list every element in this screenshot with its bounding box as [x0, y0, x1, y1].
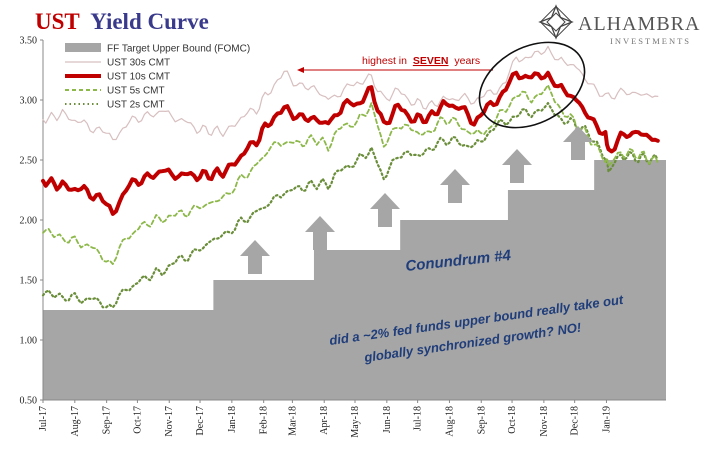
x-tick-label: Apr-18	[319, 406, 330, 435]
x-tick-label: Feb-18	[259, 406, 270, 434]
highest-text: highest in SEVEN years	[362, 55, 480, 67]
y-tick-label: 1.50	[20, 276, 38, 287]
alhambra-logo: ALHAMBRA INVESTMENTS	[538, 4, 700, 46]
x-tick-label: Sep-18	[476, 406, 487, 434]
x-tick-label: Sep-17	[102, 406, 113, 434]
title-ust: UST	[35, 9, 80, 34]
x-tick-label: Nov-17	[164, 406, 175, 437]
x-tick-label: Nov-18	[539, 406, 550, 437]
series-line-s2	[41, 101, 659, 309]
up-arrows	[240, 126, 593, 274]
legend-label-s5: UST 5s CMT	[107, 86, 165, 97]
series-line-s10	[41, 70, 660, 216]
brand-sub: INVESTMENTS	[610, 36, 691, 46]
legend-label-s30: UST 30s CMT	[107, 58, 170, 69]
x-tick-label: Jan-18	[227, 406, 238, 433]
title-yield-curve: Yield Curve	[90, 9, 209, 34]
ff-target-area	[43, 160, 666, 400]
plot-area: 0.50 1.00 1.50 2.00 2.50 3.00 3.50 Jul-17 Aug-17…	[20, 36, 666, 438]
up-arrow-icon	[240, 240, 270, 274]
y-tick-label: 2.00	[20, 216, 38, 227]
x-tick-label: Jun-18	[382, 406, 393, 433]
x-tick-label: Jul-17	[38, 406, 49, 431]
legend-label-s2: UST 2s CMT	[107, 100, 165, 111]
x-tick-label: Jan-19	[601, 406, 612, 433]
y-tick-label: 3.00	[20, 96, 38, 107]
x-tick-label: Mar-18	[287, 406, 298, 436]
highlight-ellipse	[478, 41, 586, 129]
x-tick-label: Aug-17	[70, 406, 81, 437]
y-tick-label: 2.50	[20, 156, 38, 167]
y-tick-label: 0.50	[20, 396, 38, 407]
x-tick-label: Dec-18	[570, 406, 581, 435]
y-tick-label: 1.00	[20, 336, 38, 347]
x-tick-label: Jul-18	[413, 406, 424, 431]
highest-annotation: highest in SEVEN years	[297, 55, 493, 73]
up-arrow-icon	[370, 193, 400, 227]
x-tick-label: Aug-18	[444, 406, 455, 437]
up-arrow-icon	[502, 149, 532, 183]
x-tick-label: Oct-17	[132, 406, 143, 434]
x-tick-label: May-18	[350, 406, 361, 438]
logo-star-icon	[538, 4, 574, 40]
up-arrow-icon	[440, 169, 470, 203]
brand-name: ALHAMBRA	[578, 13, 700, 35]
legend-swatch-ff	[65, 43, 101, 52]
legend-label-ff: FF Target Upper Bound (FOMC)	[107, 44, 250, 55]
red-arrow-icon	[297, 67, 304, 73]
up-arrow-icon	[305, 216, 335, 250]
legend-label-s10: UST 10s CMT	[107, 72, 170, 83]
up-arrow-icon	[563, 126, 593, 160]
y-tick-label: 3.50	[20, 36, 38, 47]
legend: FF Target Upper Bound (FOMC) UST 30s CMT U…	[65, 43, 250, 111]
x-tick-label: Oct-18	[507, 406, 518, 434]
series-line-s30	[42, 45, 659, 141]
x-tick-label: Dec-17	[195, 406, 206, 435]
chart-title: UST Yield Curve	[35, 9, 209, 34]
